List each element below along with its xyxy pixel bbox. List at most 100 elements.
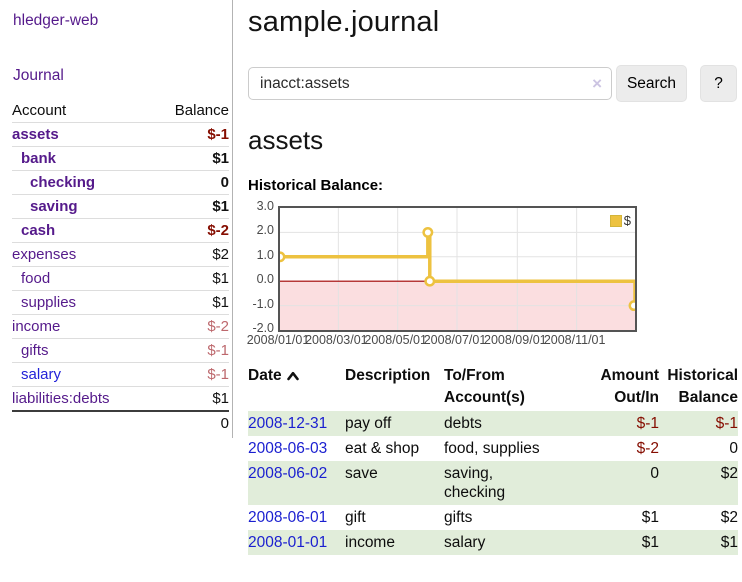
account-heading: assets [248, 125, 324, 155]
account-balance: $1 [212, 270, 229, 287]
transaction-description: eat & shop [345, 440, 420, 457]
search-input[interactable] [250, 69, 590, 98]
transaction-balance: 0 [729, 440, 738, 457]
accounts-total-row: 0 [12, 410, 229, 436]
transaction-accounts: gifts [444, 509, 473, 526]
transaction-date-link[interactable]: 2008-06-03 [248, 440, 328, 457]
y-tick-label: 1.0 [256, 247, 274, 262]
transaction-amount: $-2 [636, 440, 659, 457]
search-button[interactable]: Search [616, 65, 687, 102]
account-row: bank $1 [12, 146, 229, 170]
transaction-accounts: debts [444, 415, 482, 432]
y-tick-label: 0.0 [256, 272, 274, 287]
help-button[interactable]: ? [700, 65, 737, 102]
data-point-marker [628, 300, 640, 312]
account-link[interactable]: assets [12, 126, 59, 143]
transaction-balance: $-1 [715, 415, 738, 432]
account-link[interactable]: cash [21, 222, 56, 239]
account-balance: $1 [212, 294, 229, 311]
x-tick-label: 2008/07/01 [423, 333, 487, 347]
y-tick-label: 3.0 [256, 199, 274, 213]
account-row: assets $-1 [12, 122, 229, 146]
transaction-accounts: food, supplies [444, 440, 540, 457]
transaction-row[interactable]: 2008-06-02 save saving, checking 0 $2 [248, 461, 738, 505]
y-tick-label: 2.0 [256, 223, 274, 238]
account-balance: $1 [212, 390, 229, 407]
account-row: income $-2 [12, 314, 229, 338]
balance-column-header-main: Historical Balance [667, 367, 738, 406]
account-balance: $1 [212, 150, 229, 167]
date-column-header[interactable]: Date [248, 363, 345, 411]
transaction-row[interactable]: 2008-06-03 eat & shop food, supplies $-2… [248, 436, 738, 461]
accounts-column-header: To/From Account(s) [444, 367, 525, 406]
transaction-balance: $2 [720, 465, 738, 482]
account-row: checking 0 [12, 170, 229, 194]
account-row: saving $1 [12, 194, 229, 218]
account-balance: $-1 [207, 366, 229, 383]
chart-legend: $ [609, 213, 631, 228]
legend-swatch [609, 214, 622, 227]
search-box: × [248, 67, 612, 100]
transaction-date-link[interactable]: 2008-06-02 [248, 465, 328, 482]
sort-ascending-icon [286, 371, 299, 381]
transaction-balance: $1 [720, 534, 738, 551]
transaction-description: pay off [345, 415, 392, 432]
transaction-description: income [345, 534, 395, 551]
data-point-marker [274, 251, 286, 263]
data-point-marker [424, 275, 436, 287]
search-form: × Search ? [248, 65, 740, 102]
account-link[interactable]: saving [30, 198, 78, 215]
account-balance: $1 [212, 198, 229, 215]
x-tick-label: 2008/09/01 [484, 333, 547, 347]
x-tick-label: 2008/05/01 [364, 333, 427, 347]
sidebar-accounts-body: assets $-1 bank $1 checking 0 saving $1 … [12, 122, 229, 410]
transaction-amount: $1 [641, 534, 659, 551]
account-row: gifts $-1 [12, 338, 229, 362]
account-link[interactable]: checking [30, 174, 96, 191]
chart-canvas [274, 208, 640, 330]
sidebar-item-journal[interactable]: Journal [13, 67, 64, 84]
transaction-row[interactable]: 2008-12-31 pay off debts $-1 $-1 [248, 411, 738, 436]
account-link[interactable]: food [21, 270, 51, 287]
account-balance: $-1 [207, 342, 229, 359]
account-row: cash $-2 [12, 218, 229, 242]
account-link[interactable]: supplies [21, 294, 77, 311]
transactions-header-row: Date Description To/From Account(s) Amou… [248, 363, 738, 411]
amount-column-header: Amount Out/In [600, 367, 659, 406]
account-link[interactable]: income [12, 318, 61, 335]
account-link[interactable]: liabilities:debts [12, 390, 110, 407]
transaction-amount: $1 [641, 509, 659, 526]
main-content: sample.journal × Search ? assets Histori… [247, 0, 740, 555]
accounts-total-value: 0 [220, 415, 229, 432]
account-row: supplies $1 [12, 290, 229, 314]
account-link[interactable]: bank [21, 150, 57, 167]
transaction-accounts: salary [444, 534, 486, 551]
historical-balance-chart: $ 3.0 2.0 1.0 0.0 -1.0 -2.0 2008/01/01 2008/03/… [247, 200, 740, 348]
account-row: expenses $2 [12, 242, 229, 266]
app-brand-link[interactable]: hledger-web [13, 12, 99, 29]
description-column-header: Description [345, 367, 431, 384]
transaction-date-link[interactable]: 2008-01-01 [248, 534, 328, 551]
account-balance: $2 [212, 246, 229, 263]
account-column-header: Account [12, 102, 67, 119]
transaction-row[interactable]: 2008-06-01 gift gifts $1 $2 [248, 505, 738, 530]
account-link[interactable]: gifts [21, 342, 49, 359]
transaction-date-link[interactable]: 2008-12-31 [248, 415, 328, 432]
account-link[interactable]: salary [21, 366, 62, 383]
x-tick-label: 2008/03/01 [305, 333, 368, 347]
clear-search-icon[interactable]: × [592, 74, 602, 93]
account-row: liabilities:debts $1 [12, 386, 229, 410]
transaction-balance: $2 [720, 509, 738, 526]
transactions-table: Date Description To/From Account(s) Amou… [248, 363, 738, 555]
data-point-marker [422, 226, 434, 238]
y-tick-label: -2.0 [252, 321, 274, 335]
account-link[interactable]: expenses [12, 246, 77, 263]
account-balance: $-2 [207, 318, 229, 335]
transaction-description: gift [345, 509, 366, 526]
transaction-row[interactable]: 2008-01-01 income salary $1 $1 [248, 530, 738, 555]
x-tick-label: 2008/11/01 [543, 333, 606, 347]
transaction-date-link[interactable]: 2008-06-01 [248, 509, 328, 526]
legend-label: $ [623, 213, 631, 228]
transaction-amount: $-1 [636, 415, 659, 432]
transaction-amount: 0 [650, 465, 659, 482]
